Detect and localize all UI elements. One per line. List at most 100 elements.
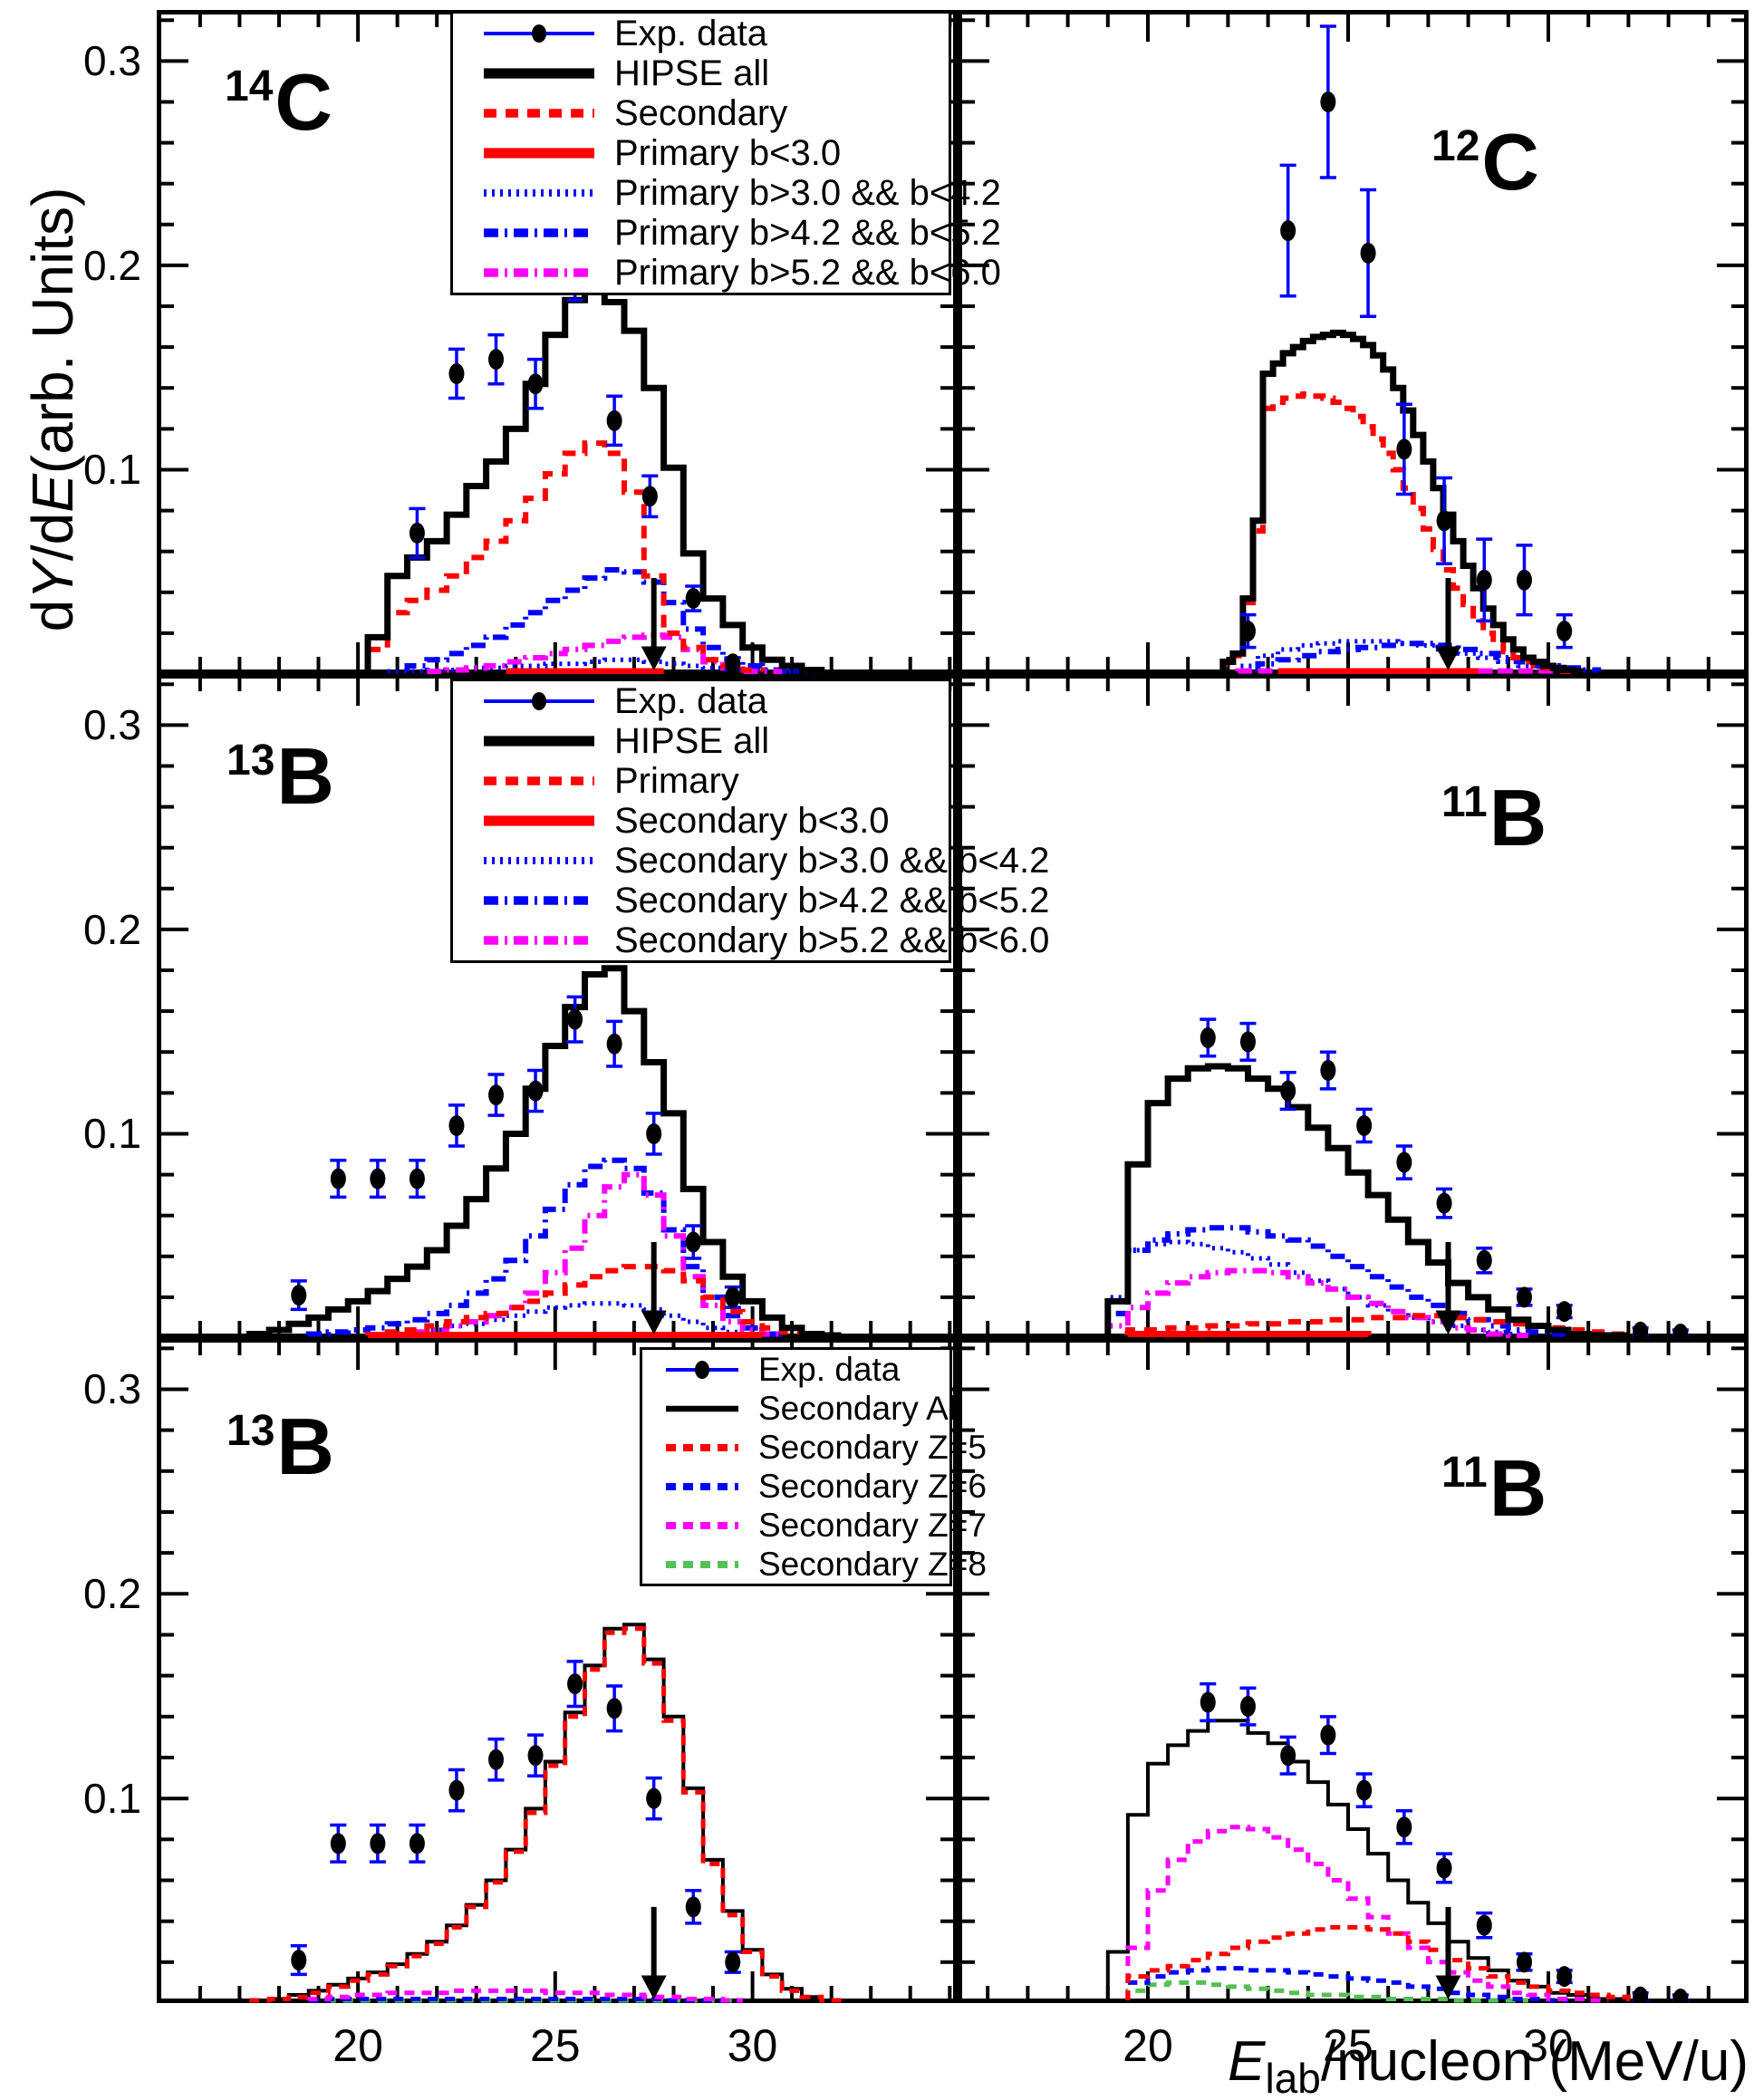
exp-data-point — [1476, 1249, 1492, 1271]
exp-data-point — [1556, 1966, 1573, 1988]
isotope-symbol: B — [276, 731, 334, 821]
panel-bottom-right — [958, 1338, 1749, 2003]
exp-data-points — [290, 1660, 741, 1977]
legend-entry-label: HIPSE all — [614, 53, 770, 93]
exp-data-point — [1633, 1986, 1649, 2003]
isotope-symbol: C — [1481, 117, 1539, 207]
legend-entry-mag_dashdot: Primary b>5.2 && b<6.0 — [453, 253, 1001, 293]
exp-data-points — [1200, 1681, 1689, 2003]
panel-bottom-left — [157, 1338, 958, 2003]
exp-data-point — [291, 1285, 307, 1306]
legend-sample-exp — [484, 692, 594, 710]
exp-data-point — [448, 1114, 465, 1136]
legend-entry-label: Primary b>4.2 && b<5.2 — [614, 212, 1001, 253]
exp-data-point — [646, 1787, 662, 1809]
isotope-label-bottom-right: 11B — [1441, 1442, 1547, 1535]
legend-entry-blue_dashdot: Primary b>4.2 && b<5.2 — [453, 213, 1001, 253]
x-axis-title-rest: /nucleon (MeV/u) — [1320, 2030, 1749, 2093]
exp-data-point — [1516, 1951, 1532, 1973]
legend-sample-blue_dot — [484, 189, 594, 197]
y-tick-label-tl-0.3: 0.3 — [83, 37, 141, 85]
isotope-mass-number: 13 — [226, 737, 275, 785]
y-tick-label-tl-0.1: 0.1 — [83, 446, 141, 494]
legend-entry-red_solid: Primary b<3.0 — [453, 133, 949, 173]
legend-entry-label: Exp. data — [614, 13, 768, 53]
legend-entry-mag_dashdot: Secondary b>5.2 && b<6.0 — [453, 920, 1049, 960]
exp-data-point — [1356, 1779, 1373, 1801]
exp-data-point — [725, 653, 741, 674]
exp-data-point — [370, 1833, 386, 1854]
curve-blue_dot — [1105, 1239, 1531, 1336]
arrow-marker — [641, 577, 667, 670]
isotope-symbol: B — [1489, 773, 1547, 862]
y-tick-label-ml-0.1: 0.1 — [83, 1110, 141, 1158]
curve-red_dash2 — [1125, 1924, 1651, 2001]
isotope-label-bottom-left: 13B — [226, 1401, 334, 1493]
legend-box-0: Exp. data HIPSE all Secondary Primary b<3.0… — [450, 11, 1001, 295]
legend-sample-red_dash — [484, 776, 594, 785]
arrow-marker — [1435, 1906, 1461, 1999]
exp-data-point — [527, 1745, 544, 1767]
axis-ticks — [960, 677, 1749, 1335]
exp-data-point — [1356, 1114, 1373, 1136]
exp-data-point — [685, 588, 701, 610]
legend-entry-label: Primary — [614, 760, 739, 801]
legend-sample-blue_dot — [484, 857, 594, 864]
y-axis-title-text-3: /d — [20, 512, 85, 562]
exp-data-point — [1476, 1914, 1492, 1936]
curve-red_dash — [1124, 1313, 1652, 1337]
curve-black_thick — [1104, 1063, 1629, 1338]
exp-data-point — [488, 1084, 505, 1106]
legend-entry-red_dash: Primary — [453, 761, 949, 801]
legend-entry-label: Primary b>5.2 && b<6.0 — [614, 252, 1001, 293]
legend-entry-black_thin: Secondary All — [642, 1389, 963, 1428]
legend-entry-label: Secondary b>4.2 && b<5.2 — [614, 880, 1050, 920]
legend-entry-black_thick: HIPSE all — [453, 53, 949, 93]
legend-entry-label: Secondary b<3.0 — [614, 800, 890, 841]
exp-data-point — [1436, 510, 1452, 532]
exp-data-points — [1200, 1017, 1689, 1338]
exp-data-point — [488, 1748, 505, 1770]
curve-black_thick — [364, 284, 825, 673]
exp-data-point — [1436, 1857, 1452, 1879]
legend-entry-green_dash2: Secondary Z=8 — [642, 1545, 987, 1584]
x-axis-title: Elab/nucleon (MeV/u) — [1042, 2029, 1749, 2100]
legend-sample-red_solid — [484, 815, 594, 826]
exp-data-point — [1556, 1301, 1573, 1323]
curve-green_dash2 — [1125, 1980, 1528, 2003]
legend-entry-label: HIPSE all — [614, 720, 770, 761]
exp-data-point — [1396, 438, 1412, 460]
arrow-marker — [1435, 577, 1461, 670]
curve-black_thick — [1219, 329, 1584, 674]
isotope-mass-number: 14 — [225, 63, 274, 111]
curve-mag_dashdot — [1104, 1267, 1528, 1338]
legend-entry-label: Primary b<3.0 — [614, 132, 842, 173]
y-tick-label-bl-0.2: 0.2 — [83, 1570, 141, 1618]
x-tick-label-br-20: 20 — [1123, 2020, 1173, 2071]
legend-sample-exp — [666, 1360, 738, 1379]
legend-sample-red_solid — [484, 148, 594, 159]
legend-sample-blue_dashdot — [484, 896, 594, 905]
legend-sample-red_dash — [484, 109, 594, 118]
arrow-marker — [641, 1241, 667, 1334]
legend-entry-mag_dash2: Secondary Z=7 — [642, 1506, 987, 1545]
curve-blue_dashdot — [404, 567, 802, 674]
exp-data-point — [685, 1231, 701, 1253]
exp-data-point — [1516, 569, 1532, 591]
legend-entry-label: Secondary b>5.2 && b<6.0 — [614, 920, 1050, 960]
legend-sample-black_thick — [484, 736, 594, 747]
legend-entry-label: Primary b>3.0 && b<4.2 — [614, 172, 1001, 213]
curve-mag_dash2 — [306, 1988, 743, 2003]
y-tick-label-ml-0.2: 0.2 — [83, 905, 141, 953]
exp-data-point — [567, 1008, 583, 1030]
exp-data-point — [567, 1673, 583, 1695]
legend-entry-blue_dot: Secondary b>3.0 && b<4.2 — [453, 841, 1049, 881]
x-tick-label-bl-20: 20 — [332, 2020, 383, 2071]
legend-sample-mag_dashdot — [484, 268, 594, 277]
y-axis-title-text-5: (arb. Units) — [20, 187, 85, 475]
legend-entry-black_thick: HIPSE all — [453, 721, 949, 761]
isotope-label-top-left: 14C — [225, 56, 332, 149]
exp-data-point — [1396, 1816, 1412, 1838]
exp-data-point — [606, 1033, 622, 1055]
